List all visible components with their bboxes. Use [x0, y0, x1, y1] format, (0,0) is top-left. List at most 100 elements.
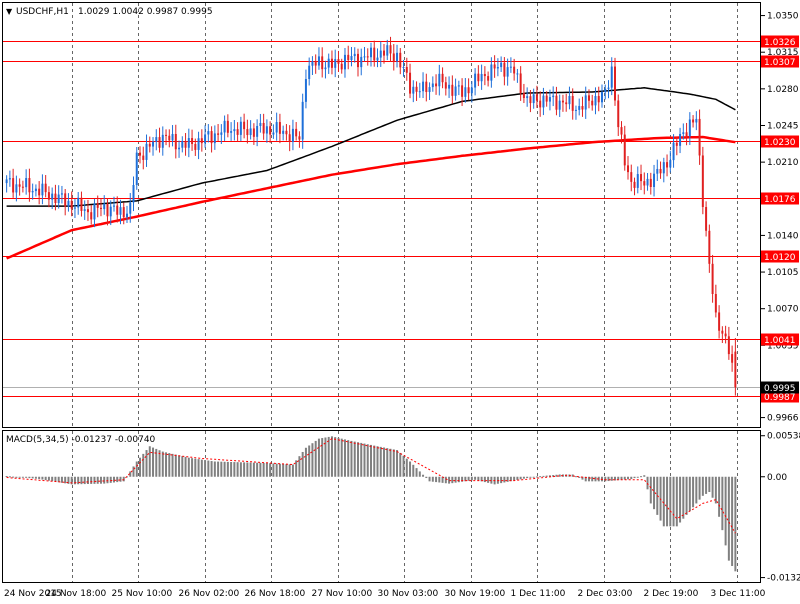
macd-bar	[272, 463, 275, 477]
macd-bar	[545, 475, 548, 477]
macd-bar	[574, 476, 577, 478]
candle-body	[565, 102, 568, 105]
candle-body	[630, 172, 633, 182]
candle-body	[51, 193, 54, 200]
candle-body	[259, 122, 262, 126]
candle-body	[627, 165, 630, 173]
candle-body	[356, 53, 359, 68]
candle-body	[158, 137, 161, 148]
candle-body	[327, 58, 330, 68]
price-tick-label: 1.0280	[767, 85, 799, 95]
candle-body	[389, 45, 392, 54]
macd-bar	[252, 462, 255, 477]
macd-bar	[330, 436, 333, 477]
bid-label: 0.9995	[764, 384, 796, 394]
candle-body	[405, 66, 408, 73]
candle-body	[396, 52, 399, 62]
candle-body	[86, 209, 89, 213]
candle-body	[535, 94, 538, 101]
candle-body	[301, 101, 304, 140]
macd-bar	[168, 453, 171, 477]
candle-body	[425, 81, 428, 93]
macd-bar	[60, 476, 63, 483]
macd-bar	[711, 476, 714, 498]
macd-bar	[340, 438, 343, 477]
macd-title: MACD(5,34,5) -0.01237 -0.00740	[6, 435, 156, 445]
candle-body	[454, 86, 457, 96]
candle-body	[633, 181, 636, 188]
macd-bar	[451, 476, 454, 484]
macd-bar	[516, 476, 519, 480]
candle-body	[278, 122, 281, 134]
level-lines[interactable]	[3, 41, 760, 397]
candle-body	[142, 155, 145, 160]
price-tick-label: 1.0315	[767, 48, 799, 58]
candle-body	[656, 168, 659, 174]
macd-bar	[145, 450, 148, 477]
macd-bar	[477, 476, 480, 481]
price-axis: 1.0350 1.0315 1.0280 1.0245 1.0210 1.0140 1.01…	[761, 12, 799, 424]
candle-body	[109, 206, 112, 217]
level-line-label: 1.0120	[764, 253, 796, 263]
macd-bar	[734, 476, 737, 572]
macd-tick-label: 0.00538	[767, 432, 800, 442]
macd-bar	[343, 439, 346, 477]
macd-bar	[8, 476, 11, 478]
level-line-tag	[761, 192, 799, 205]
macd-bar	[298, 456, 301, 477]
macd-bar	[724, 476, 727, 546]
macd-bar	[194, 458, 197, 477]
macd-bar	[500, 476, 503, 484]
macd-bar	[698, 476, 701, 500]
macd-bar	[197, 459, 200, 477]
macd-bar	[539, 476, 542, 478]
macd-bar	[236, 462, 239, 477]
candle-body	[545, 95, 548, 102]
macd-bar	[135, 461, 138, 477]
candle-body	[591, 100, 594, 106]
level-line-label: 1.0176	[764, 195, 796, 205]
candle-body	[496, 67, 499, 69]
time-label: 26 Nov 18:00	[245, 589, 306, 599]
macd-bar	[83, 476, 86, 485]
macd-bar	[129, 471, 132, 477]
candle-body	[467, 87, 470, 94]
macd-bar	[532, 476, 535, 478]
candle-body	[594, 96, 597, 106]
candle-body	[698, 118, 701, 156]
candle-body	[552, 95, 555, 98]
candle-body	[265, 126, 268, 134]
macd-bar	[337, 437, 340, 477]
macd-bar	[614, 476, 616, 481]
candle-body	[64, 193, 67, 207]
candle-body	[210, 131, 213, 144]
candle-body	[558, 100, 561, 110]
candle-body	[38, 188, 41, 196]
macd-bar	[620, 476, 623, 480]
candle-body	[21, 186, 24, 188]
macd-bar	[239, 462, 242, 477]
chart-menu-icon[interactable]: ▼	[6, 7, 13, 16]
macd-bar	[230, 461, 233, 477]
macd-bar	[610, 476, 613, 481]
candle-body	[119, 207, 122, 215]
ma-fast-line	[6, 87, 736, 207]
candle-body	[181, 140, 184, 148]
macd-bar	[454, 476, 457, 483]
candle-body	[727, 336, 730, 355]
candle-body	[139, 152, 142, 156]
candle-body	[470, 87, 473, 94]
macd-bar	[373, 445, 376, 477]
candle-body	[28, 178, 31, 193]
macd-bar	[396, 450, 399, 477]
candle-body	[604, 88, 607, 93]
candle-body	[480, 73, 483, 82]
price-tick-label: 1.0035	[767, 341, 799, 351]
candle-body	[568, 96, 571, 105]
macd-bar	[692, 476, 695, 508]
macd-bar	[435, 476, 438, 483]
macd-bar	[269, 463, 272, 477]
time-label: 2 Dec 03:00	[578, 589, 633, 599]
